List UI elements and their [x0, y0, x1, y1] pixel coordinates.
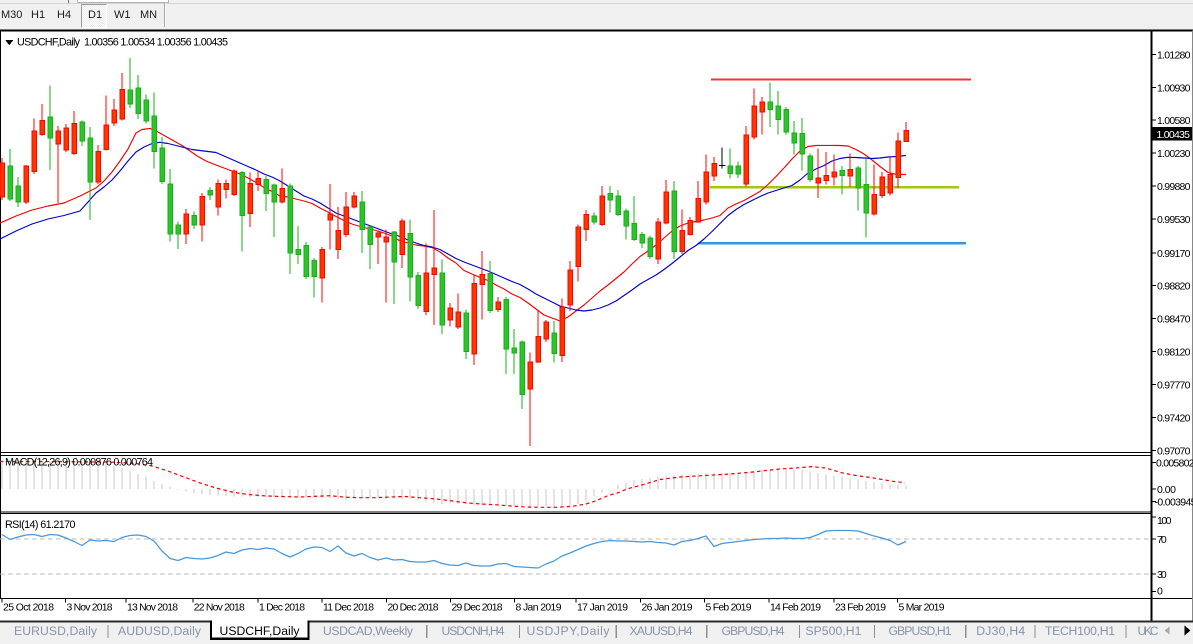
svg-text:0.005802: 0.005802 [1156, 458, 1193, 470]
svg-text:GBPUSD,H4: GBPUSD,H4 [722, 624, 785, 638]
svg-text:20 Dec 2018: 20 Dec 2018 [388, 603, 439, 614]
svg-text:17 Jan 2019: 17 Jan 2019 [577, 603, 628, 614]
svg-text:SP500,H1: SP500,H1 [805, 624, 861, 638]
svg-text:0.00: 0.00 [1157, 484, 1176, 496]
svg-text:0: 0 [1157, 586, 1163, 598]
svg-text:1 Dec 2018: 1 Dec 2018 [259, 603, 305, 614]
svg-text:0.98470: 0.98470 [1157, 314, 1191, 326]
svg-text:5 Feb 2019: 5 Feb 2019 [706, 603, 752, 614]
svg-text:TECH100,H1: TECH100,H1 [1045, 624, 1115, 638]
svg-text:22 Nov 2018: 22 Nov 2018 [194, 603, 245, 614]
svg-text:5 Mar 2019: 5 Mar 2019 [899, 603, 945, 614]
svg-text:0.97770: 0.97770 [1157, 380, 1191, 392]
svg-text:26 Jan 2019: 26 Jan 2019 [642, 603, 693, 614]
svg-text:29 Dec 2018: 29 Dec 2018 [452, 603, 503, 614]
svg-text:11 Dec 2018: 11 Dec 2018 [323, 603, 374, 614]
svg-text:MACD(12,26,9) 0.000876 0.00076: MACD(12,26,9) 0.000876 0.000764 [5, 457, 153, 469]
svg-text:1.00580: 1.00580 [1157, 115, 1191, 127]
svg-text:8 Jan 2019: 8 Jan 2019 [516, 603, 562, 614]
svg-text:USDCNH,H4: USDCNH,H4 [442, 624, 505, 638]
svg-text:23 Feb 2019: 23 Feb 2019 [835, 603, 886, 614]
svg-text:13 Nov 2018: 13 Nov 2018 [127, 603, 178, 614]
svg-text:1.01280: 1.01280 [1157, 49, 1191, 61]
svg-text:25 Oct 2018: 25 Oct 2018 [3, 603, 54, 614]
svg-text:0.98120: 0.98120 [1157, 347, 1191, 359]
svg-text:XAUUSD,H4: XAUUSD,H4 [630, 624, 693, 638]
svg-text:14 Feb 2019: 14 Feb 2019 [770, 603, 821, 614]
svg-text:-0.003945: -0.003945 [1155, 497, 1193, 509]
svg-text:USDJPY,Daily: USDJPY,Daily [527, 624, 611, 638]
svg-text:0.97420: 0.97420 [1157, 412, 1191, 424]
svg-text:USDCAD,Weekly: USDCAD,Weekly [323, 624, 414, 638]
svg-text:3 Nov 2018: 3 Nov 2018 [67, 603, 113, 614]
svg-text:1.00930: 1.00930 [1157, 82, 1191, 94]
svg-text:0.97070: 0.97070 [1157, 445, 1191, 457]
svg-text:EURUSD,Daily: EURUSD,Daily [14, 624, 98, 638]
svg-text:1.00230: 1.00230 [1157, 148, 1191, 160]
svg-text:70: 70 [1157, 534, 1167, 546]
svg-text:USDCHF,Daily: USDCHF,Daily [220, 624, 301, 638]
svg-text:GBPUSD,H1: GBPUSD,H1 [889, 624, 952, 638]
svg-text:30: 30 [1157, 569, 1167, 581]
svg-text:0.99170: 0.99170 [1157, 248, 1191, 260]
svg-text:0.99530: 0.99530 [1157, 214, 1191, 226]
svg-text:100: 100 [1157, 515, 1172, 527]
svg-text:AUDUSD,Daily: AUDUSD,Daily [118, 624, 202, 638]
svg-text:RSI(14) 61.2170: RSI(14) 61.2170 [5, 519, 76, 531]
svg-text:UKC: UKC [1138, 624, 1159, 638]
svg-text:USDCHF,Daily 1.00356 1.00534: USDCHF,Daily 1.00356 1.00534 1.00356 1.0… [17, 37, 228, 49]
svg-text:DJ30,H4: DJ30,H4 [976, 624, 1025, 638]
svg-text:0.98820: 0.98820 [1157, 281, 1191, 293]
svg-text:0.99880: 0.99880 [1157, 181, 1191, 193]
svg-text:1.00435: 1.00435 [1157, 129, 1191, 141]
